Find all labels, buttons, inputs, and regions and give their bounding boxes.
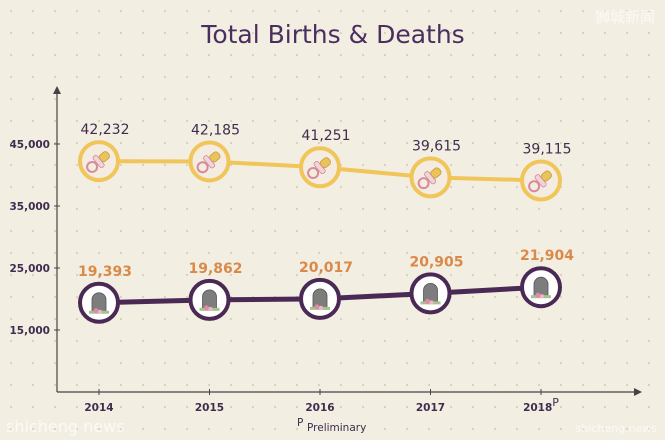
- data-point: [188, 278, 231, 321]
- x-axis-tick-labels: 2014 2015 2016 2017 2018P: [84, 389, 559, 414]
- data-label: 21,904: [520, 248, 574, 264]
- tombstone-icon: [199, 289, 220, 311]
- x-tick-superscript: P: [552, 396, 559, 409]
- tombstone-icon: [89, 292, 109, 314]
- pacifier-icon: [417, 167, 442, 190]
- data-point: [78, 281, 120, 324]
- y-tick-label: 15,000: [9, 325, 50, 337]
- series-layer: [78, 140, 562, 324]
- x-tick-label: 2018P: [523, 396, 559, 414]
- data-label: 42,185: [191, 122, 240, 138]
- axes: [53, 86, 642, 396]
- y-axis-arrow: [53, 86, 61, 94]
- data-label: 39,115: [523, 141, 572, 157]
- x-tick-label: 2016: [305, 402, 334, 414]
- pacifier-icon: [196, 151, 221, 174]
- footnote-text: Preliminary: [307, 422, 366, 434]
- data-point: [520, 266, 562, 309]
- data-point: [78, 140, 120, 183]
- data-label: 42,232: [81, 122, 130, 138]
- footnote-mark: P: [297, 417, 303, 429]
- y-tick-label: 35,000: [9, 201, 50, 213]
- y-tick-label: 45,000: [9, 139, 50, 151]
- tombstone-icon: [531, 276, 551, 299]
- y-tick-label: 25,000: [9, 263, 50, 275]
- data-label: 20,017: [299, 260, 353, 276]
- footnote: P Preliminary: [297, 417, 366, 434]
- x-tick-label: 2015: [195, 402, 224, 414]
- series-deaths: [78, 266, 562, 324]
- chart-title: Total Births & Deaths: [200, 20, 464, 49]
- watermark-bottom-right: shicheng.news: [576, 422, 658, 435]
- watermark-bottom-left: shicheng news: [6, 417, 125, 436]
- tombstone-icon: [420, 282, 441, 305]
- data-point: [299, 277, 341, 320]
- data-label: 20,905: [409, 254, 463, 270]
- data-label: 19,862: [188, 261, 242, 277]
- y-axis-tick-labels: 15,000 25,000 35,000 45,000: [9, 139, 60, 337]
- watermark-top-right: 狮城新闻: [595, 8, 655, 26]
- data-point: [520, 159, 562, 202]
- pacifier-icon: [307, 157, 331, 180]
- data-labels: 42,232 42,185 41,251 39,615 39,115 19,393 19,8…: [78, 122, 574, 280]
- data-label: 41,251: [302, 128, 351, 144]
- data-point: [299, 146, 341, 189]
- data-point: [409, 272, 452, 315]
- data-point: [409, 156, 452, 199]
- pacifier-icon: [528, 170, 552, 193]
- x-tick-label: 2014: [84, 402, 113, 414]
- pacifier-icon: [86, 151, 110, 173]
- data-point: [188, 140, 231, 183]
- data-label: 39,615: [412, 138, 461, 154]
- series-births: [78, 140, 562, 202]
- tombstone-icon: [310, 288, 330, 310]
- x-tick-label: 2017: [416, 402, 445, 414]
- x-axis-arrow: [634, 388, 642, 396]
- data-label: 19,393: [78, 264, 132, 280]
